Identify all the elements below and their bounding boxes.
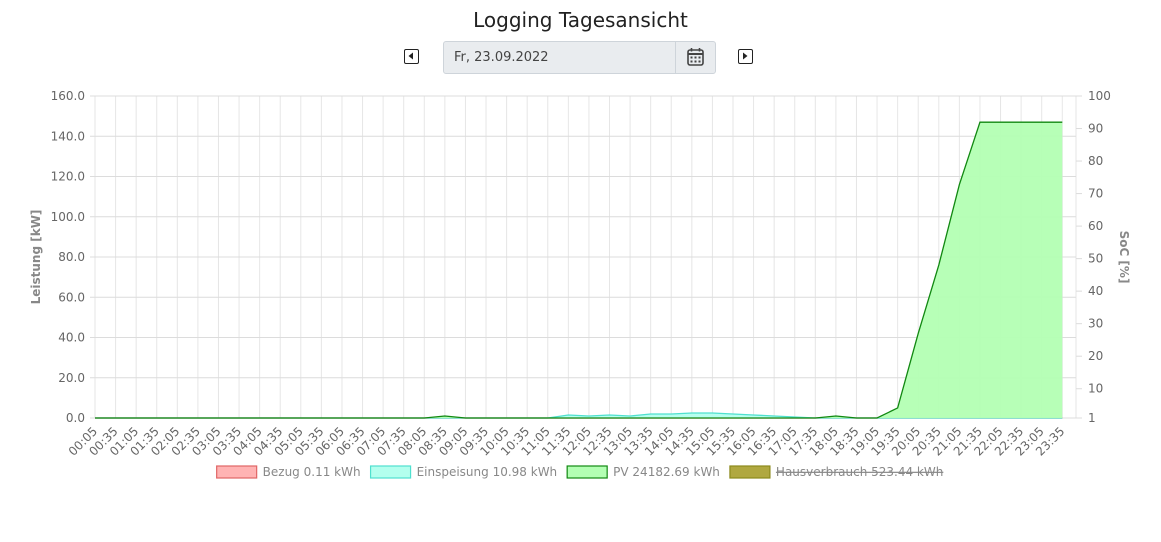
y2-tick-label: 20	[1088, 349, 1103, 363]
y-tick-label: 60.0	[58, 290, 85, 304]
date-input[interactable]: Fr, 23.09.2022	[443, 41, 716, 74]
calendar-button[interactable]	[675, 42, 715, 73]
y-axis-label: Leistung [kW]	[29, 210, 43, 305]
legend-label: Hausverbrauch 523.44 kWh	[776, 465, 943, 479]
legend-swatch	[216, 465, 258, 479]
y2-axis-label: SoC [%]	[1117, 231, 1131, 284]
date-text: Fr, 23.09.2022	[454, 50, 549, 65]
y-tick-label: 80.0	[58, 250, 85, 264]
y2-tick-label: 60	[1088, 219, 1103, 233]
y-tick-label: 40.0	[58, 331, 85, 345]
y-tick-label: 120.0	[51, 170, 85, 184]
legend-swatch	[566, 465, 608, 479]
y-tick-label: 100.0	[51, 210, 85, 224]
y2-tick-label: 10	[1088, 382, 1103, 396]
next-day-button[interactable]	[738, 49, 753, 64]
next-icon	[743, 52, 748, 60]
y-tick-label: 140.0	[51, 129, 85, 143]
series-area	[95, 122, 1063, 418]
y2-tick-label: 50	[1088, 252, 1103, 266]
prev-icon	[408, 52, 413, 60]
legend: Bezug 0.11 kWh Einspeisung 10.98 kWh PV 24…	[216, 465, 943, 479]
legend-label: PV 24182.69 kWh	[613, 465, 720, 479]
y-tick-label: 0.0	[66, 411, 85, 425]
legend-swatch	[369, 465, 412, 479]
y2-tick-label: 70	[1088, 187, 1103, 201]
legend-label: Bezug 0.11 kWh	[263, 465, 361, 479]
y-tick-label: 20.0	[58, 371, 85, 385]
prev-day-button[interactable]	[404, 49, 419, 64]
y2-tick-label: 90	[1088, 122, 1103, 136]
y2-tick-label: 30	[1088, 317, 1103, 331]
page-title: Logging Tagesansicht	[473, 8, 688, 32]
y2-tick-label: 1	[1088, 411, 1096, 425]
series-line	[95, 121, 1063, 419]
series-group	[95, 121, 1063, 419]
y2-tick-label: 100	[1088, 89, 1111, 103]
y2-tick-label: 80	[1088, 154, 1103, 168]
legend-label: Einspeisung 10.98 kWh	[417, 465, 558, 479]
y-tick-label: 160.0	[51, 89, 85, 103]
legend-swatch	[729, 465, 771, 479]
calendar-icon	[687, 48, 704, 66]
y2-tick-label: 40	[1088, 284, 1103, 298]
